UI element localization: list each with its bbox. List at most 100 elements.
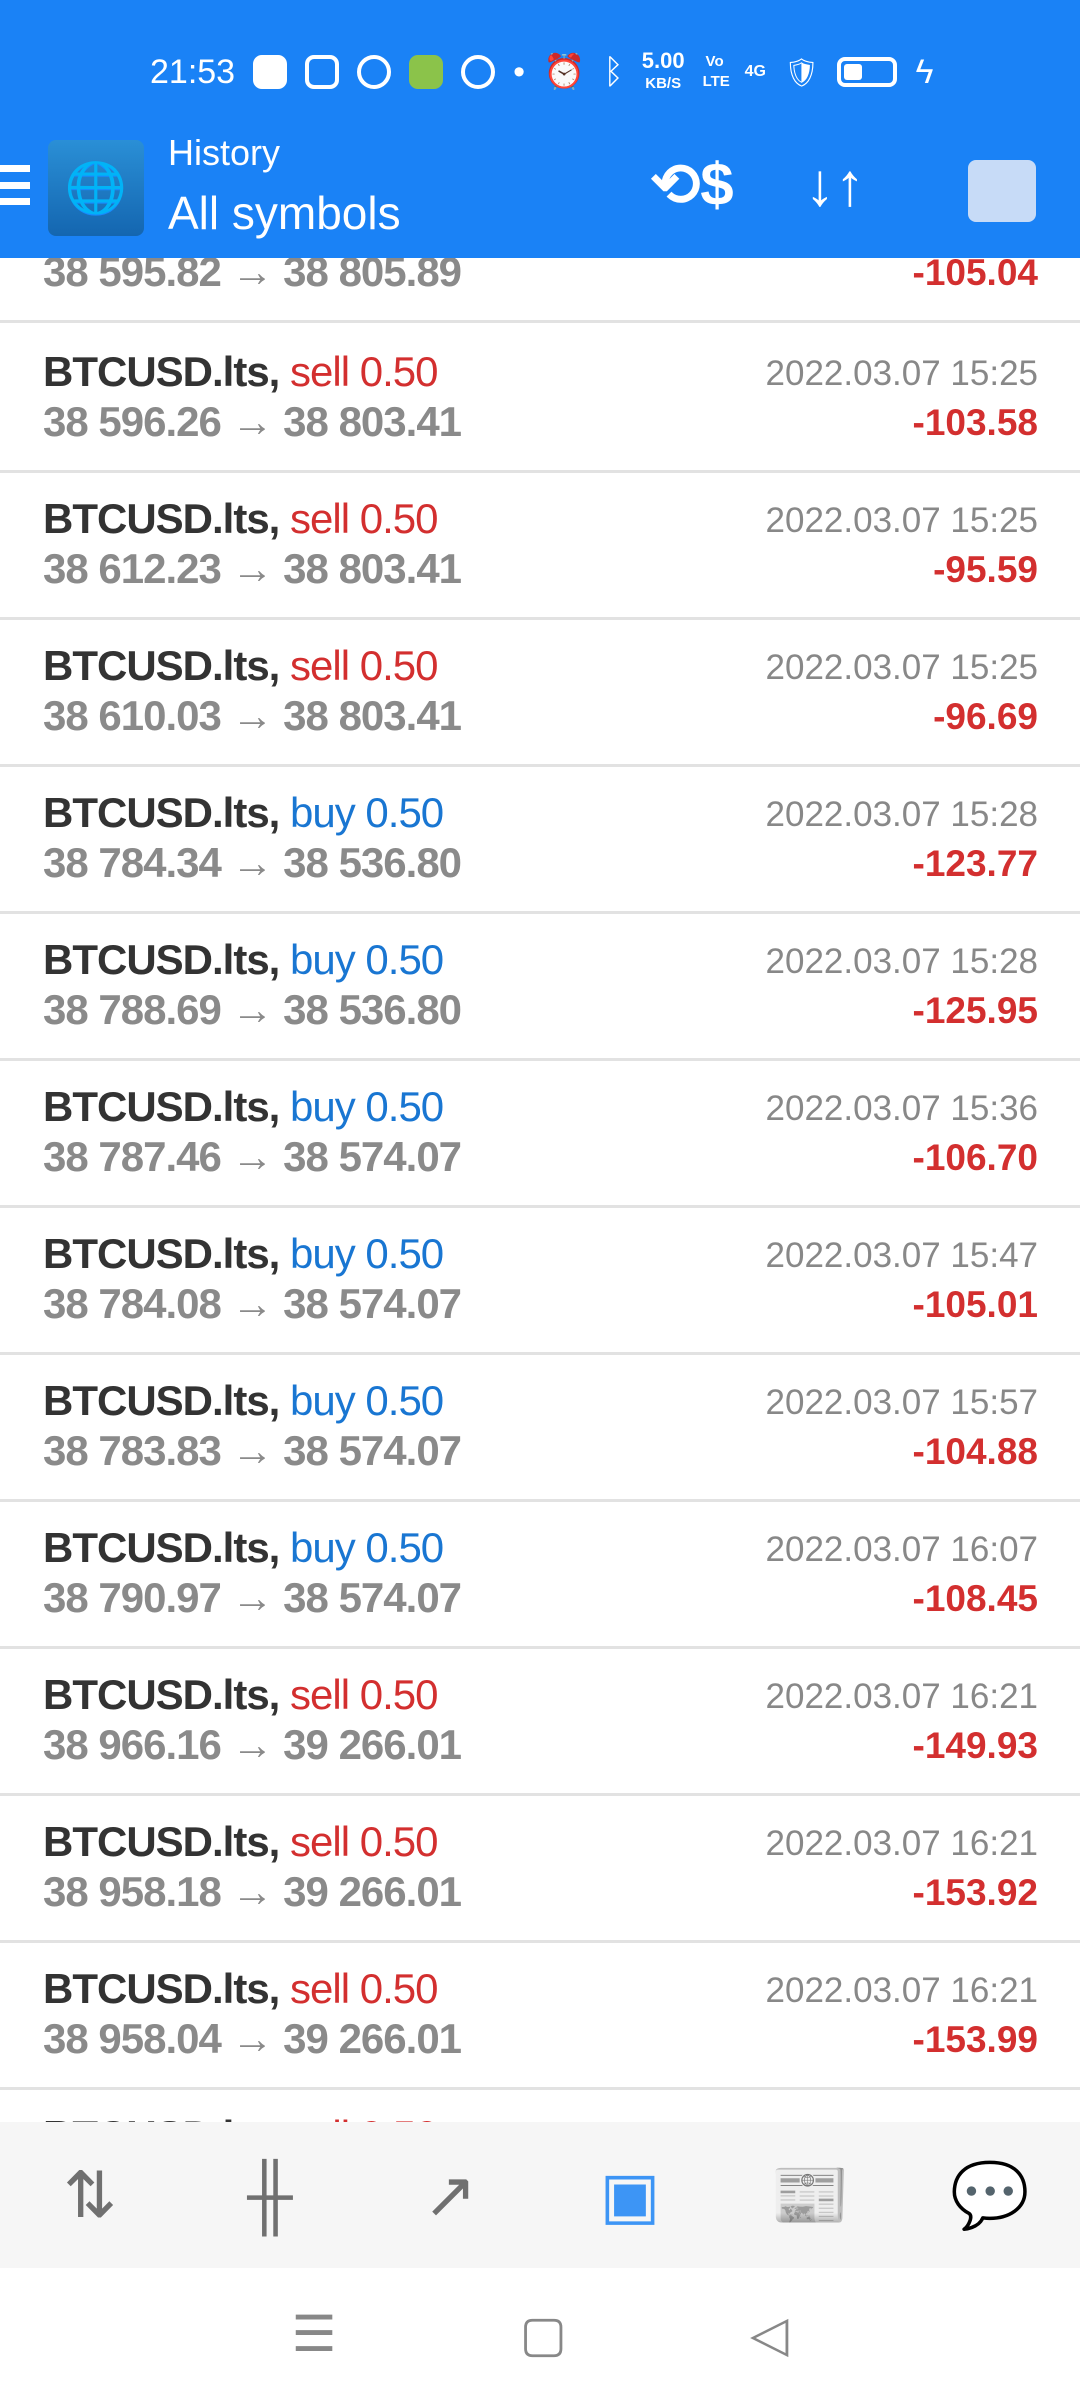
table-row[interactable]: BTCUSD.lts, sell 0.50 38 958.18 → 39 266…	[0, 1796, 1080, 1943]
health-app-icon	[253, 55, 288, 89]
trade-symbol: BTCUSD.lts, sell 0.50	[43, 495, 438, 543]
alarm-icon: ⏰	[543, 53, 586, 91]
menu-icon[interactable]	[0, 165, 30, 205]
trade-symbol: BTCUSD.lts, sell 0.50	[43, 642, 438, 690]
recents-button[interactable]: ☰	[291, 2306, 337, 2362]
trade-side: sell 0.50	[290, 495, 438, 542]
trade-tab-icon[interactable]: ↗	[423, 2158, 477, 2231]
trade-prices: 38 788.69 → 38 536.80	[43, 986, 462, 1033]
table-row[interactable]: BTCUSD.lts, sell 0.50	[0, 2090, 1080, 2122]
history-list[interactable]: 38 595.82 → 38 805.89 -105.04 BTCUSD.lts…	[0, 258, 1080, 2122]
table-row[interactable]: BTCUSD.lts, sell 0.50 38 596.26 → 38 803…	[0, 326, 1080, 473]
trade-side: sell 0.50	[290, 642, 438, 689]
table-row[interactable]: BTCUSD.lts, buy 0.50 38 790.97 → 38 574.…	[0, 1502, 1080, 1649]
trade-symbol: BTCUSD.lts, buy 0.50	[43, 936, 444, 984]
trade-profit: -153.99	[912, 2019, 1039, 2060]
trade-profit: -104.88	[912, 1431, 1039, 1472]
history-tab-icon[interactable]: ▣	[599, 2158, 661, 2231]
trade-prices: 38 612.23 → 38 803.41	[43, 545, 462, 592]
trade-symbol: BTCUSD.lts, buy 0.50	[43, 1524, 444, 1572]
trade-date: 2022.03.07 16:07	[765, 1530, 1038, 1569]
speed-value: 5.00	[641, 47, 685, 73]
trade-prices: 38 958.04 → 39 266.01	[43, 2015, 462, 2062]
symbol-name: BTCUSD.lts,	[43, 1083, 280, 1130]
speed-unit: KB/S	[645, 74, 682, 92]
trade-prices: 38 787.46 → 38 574.07	[43, 1133, 462, 1180]
table-row[interactable]: BTCUSD.lts, sell 0.50 38 966.16 → 39 266…	[0, 1649, 1080, 1796]
symbol-name: BTCUSD.lts,	[43, 1671, 280, 1718]
mt4-logo: 🌐	[48, 140, 144, 236]
status-bar: 21:53 • ⏰ ᛒ 5.00 KB/S Vo LTE 4G 🛡 ϟ	[150, 48, 1040, 96]
trade-symbol: BTCUSD.lts, buy 0.50	[43, 789, 444, 837]
trade-profit: -108.45	[912, 1578, 1039, 1619]
trade-date: 2022.03.07 15:57	[765, 1383, 1038, 1422]
home-button[interactable]: ▢	[519, 2306, 567, 2362]
symbol-filter[interactable]: All symbols	[168, 187, 401, 239]
messages-tab-icon[interactable]: 💬	[950, 2158, 1030, 2231]
back-button[interactable]: ◁	[749, 2306, 789, 2362]
symbol-name: BTCUSD.lts,	[43, 2112, 280, 2122]
trade-side: buy 0.50	[290, 1524, 444, 1571]
trade-profit: -95.59	[933, 549, 1038, 590]
trade-profit: -103.58	[912, 402, 1039, 443]
symbol-name: BTCUSD.lts,	[43, 348, 280, 395]
calendar-icon[interactable]	[968, 160, 1036, 222]
sort-icon[interactable]: ↓↑	[805, 151, 865, 218]
trade-date: 2022.03.07 16:21	[765, 1824, 1038, 1863]
trade-profit: -105.04	[912, 258, 1039, 293]
table-row[interactable]: BTCUSD.lts, buy 0.50 38 784.34 → 38 536.…	[0, 767, 1080, 914]
shield-dollar-icon: 🛡	[783, 56, 820, 88]
app-notification-icon	[409, 55, 444, 89]
chart-tab-icon[interactable]: ╫	[247, 2159, 293, 2231]
status-time: 21:53	[150, 52, 236, 91]
trade-side: buy 0.50	[290, 1377, 444, 1424]
table-row[interactable]: BTCUSD.lts, buy 0.50 38 787.46 → 38 574.…	[0, 1061, 1080, 1208]
symbol-name: BTCUSD.lts,	[43, 1524, 280, 1571]
trade-side: buy 0.50	[290, 1230, 444, 1277]
list-item[interactable]: 38 595.82 → 38 805.89 -105.04	[0, 258, 1080, 323]
charging-icon: ϟ	[915, 52, 934, 91]
trade-symbol: BTCUSD.lts, sell 0.50	[43, 1671, 438, 1719]
trade-side: sell 0.50	[290, 1965, 438, 2012]
trade-symbol: BTCUSD.lts, buy 0.50	[43, 1230, 444, 1278]
bottom-navigation: ⇅ ╫ ↗ ▣ 📰 💬	[0, 2122, 1080, 2268]
table-row[interactable]: BTCUSD.lts, sell 0.50 38 610.03 → 38 803…	[0, 620, 1080, 767]
instagram-icon	[305, 55, 340, 89]
table-row[interactable]: BTCUSD.lts, sell 0.50 38 612.23 → 38 803…	[0, 473, 1080, 620]
symbol-name: BTCUSD.lts,	[43, 495, 280, 542]
quotes-tab-icon[interactable]: ⇅	[63, 2158, 117, 2231]
google-icon	[357, 55, 392, 89]
trade-profit: -125.95	[912, 990, 1039, 1031]
trade-symbol: BTCUSD.lts, buy 0.50	[43, 1377, 444, 1425]
trade-symbol: BTCUSD.lts, sell 0.50	[43, 2112, 438, 2122]
trade-side: sell 0.50	[290, 1818, 438, 1865]
trade-date: 2022.03.07 15:28	[765, 942, 1038, 981]
volte-indicator: Vo LTE	[702, 53, 730, 90]
table-row[interactable]: BTCUSD.lts, buy 0.50 38 783.83 → 38 574.…	[0, 1355, 1080, 1502]
dot-icon: •	[513, 52, 525, 91]
trade-prices: 38 784.08 → 38 574.07	[43, 1280, 462, 1327]
table-row[interactable]: BTCUSD.lts, sell 0.50 38 958.04 → 39 266…	[0, 1943, 1080, 2090]
trade-profit: -149.93	[912, 1725, 1039, 1766]
symbol-name: BTCUSD.lts,	[43, 1377, 280, 1424]
news-tab-icon[interactable]: 📰	[770, 2158, 850, 2231]
system-navigation: ☰ ▢ ◁	[0, 2268, 1080, 2400]
trade-date: 2022.03.07 15:25	[765, 648, 1038, 687]
trade-prices: 38 596.26 → 38 803.41	[43, 398, 462, 445]
trade-prices: 38 595.82 → 38 805.89	[43, 258, 462, 295]
currency-exchange-icon[interactable]: ⟲$	[650, 151, 734, 218]
table-row[interactable]: BTCUSD.lts, buy 0.50 38 788.69 → 38 536.…	[0, 914, 1080, 1061]
symbol-name: BTCUSD.lts,	[43, 1965, 280, 2012]
symbol-name: BTCUSD.lts,	[43, 1818, 280, 1865]
signal-icon: 4G	[744, 63, 766, 80]
trade-date: 2022.03.07 15:36	[765, 1089, 1038, 1128]
circle-app-icon	[461, 55, 496, 89]
trade-date: 2022.03.07 16:21	[765, 1971, 1038, 2010]
table-row[interactable]: BTCUSD.lts, buy 0.50 38 784.08 → 38 574.…	[0, 1208, 1080, 1355]
trade-date: 2022.03.07 15:25	[765, 501, 1038, 540]
trade-profit: -123.77	[912, 843, 1039, 884]
network-speed: 5.00 KB/S	[641, 47, 685, 94]
trade-symbol: BTCUSD.lts, sell 0.50	[43, 348, 438, 396]
trade-symbol: BTCUSD.lts, sell 0.50	[43, 1965, 438, 2013]
trade-side: buy 0.50	[290, 936, 444, 983]
